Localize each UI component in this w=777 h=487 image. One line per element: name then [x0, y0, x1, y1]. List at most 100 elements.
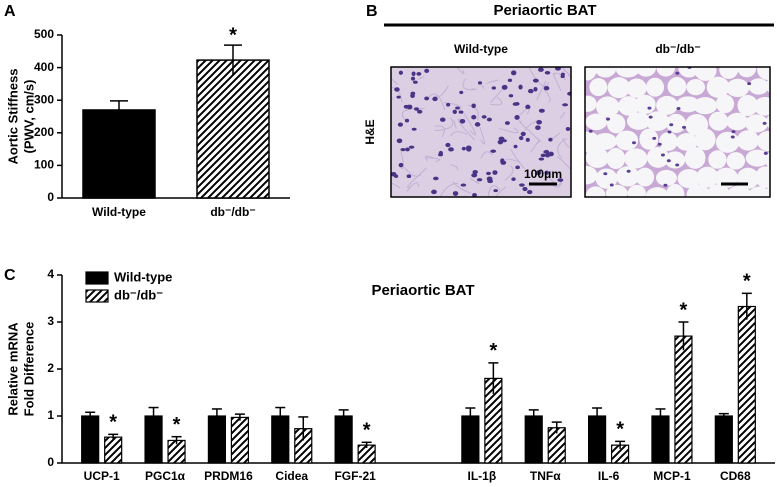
nucleus: [538, 108, 545, 113]
y-tick-label: 500: [34, 27, 54, 41]
x-tick-label: db⁻/db⁻: [210, 205, 255, 219]
nucleus: [439, 117, 446, 122]
y-tick-label: 200: [34, 125, 54, 139]
texture: [543, 89, 551, 103]
x-tick-label: IL-1β: [468, 469, 497, 483]
texture: [557, 138, 567, 159]
adipocyte: [589, 78, 608, 97]
adipocyte: [706, 76, 730, 98]
texture: [452, 181, 472, 194]
adipocyte: [635, 67, 657, 77]
nucleus: [731, 130, 736, 134]
adipocyte: [727, 185, 751, 197]
legend-label: db⁻/db⁻: [114, 287, 163, 302]
adipocyte: [616, 166, 640, 187]
nucleus: [537, 67, 544, 72]
nucleus: [507, 78, 513, 82]
nucleus: [474, 122, 481, 127]
bar: [737, 305, 756, 464]
texture: [490, 96, 503, 106]
y-axis-label: Fold Difference: [21, 322, 36, 417]
nucleus: [411, 127, 417, 131]
bar: [196, 59, 270, 199]
nucleus: [535, 125, 541, 131]
texture: [397, 90, 403, 104]
error-bar: [275, 406, 286, 425]
adipocyte: [696, 166, 719, 188]
nucleus: [675, 71, 680, 75]
nucleus: [540, 153, 546, 158]
error-bar: [224, 44, 242, 76]
error-bar: [592, 407, 603, 424]
image-frame: [390, 66, 572, 198]
panel-label: C: [4, 267, 16, 284]
bar: [81, 415, 100, 464]
nucleus: [543, 150, 550, 154]
nucleus: [410, 76, 416, 81]
error-bar: [108, 433, 119, 440]
texture: [480, 151, 494, 159]
significance-mark: *: [616, 419, 624, 441]
adipocyte: [684, 146, 706, 169]
texture: [455, 67, 465, 75]
adipocyte: [646, 146, 669, 168]
adipocyte: [596, 96, 620, 118]
error-bar: [718, 412, 729, 419]
significance-mark: *: [229, 24, 237, 46]
adipocyte: [753, 97, 770, 116]
nucleus: [500, 158, 505, 164]
nucleus: [527, 189, 533, 195]
nucleus: [560, 74, 565, 78]
nucleus: [431, 189, 437, 195]
nucleus: [459, 118, 466, 124]
x-tick-label: IL-6: [598, 469, 620, 483]
texture: [562, 138, 571, 149]
adipocyte: [693, 97, 718, 115]
adipocyte: [756, 130, 770, 152]
nucleus: [514, 114, 520, 120]
nucleus: [501, 139, 507, 143]
adipocyte: [585, 67, 597, 81]
nucleus: [588, 129, 593, 133]
adipocyte: [593, 133, 617, 150]
texture: [510, 149, 525, 170]
adipocyte: [748, 78, 769, 95]
nucleus: [414, 107, 419, 111]
nucleus: [411, 71, 416, 77]
texture: [560, 67, 571, 78]
nucleus: [647, 106, 652, 110]
error-bar: [465, 407, 476, 424]
nucleus: [648, 115, 653, 119]
nucleus: [448, 147, 454, 152]
adipocyte: [666, 183, 685, 197]
nucleus: [465, 145, 472, 151]
legend-swatch: [85, 271, 109, 285]
y-axis-label: Relative mRNA: [5, 322, 20, 416]
texture: [399, 148, 404, 169]
texture: [418, 75, 425, 80]
nucleus: [533, 87, 538, 92]
nucleus: [410, 93, 415, 98]
adipocyte: [726, 78, 750, 98]
significance-mark: *: [109, 412, 117, 434]
adipocyte: [627, 184, 646, 197]
nucleus: [396, 95, 401, 99]
adipocyte: [686, 184, 711, 197]
adipocyte: [737, 94, 758, 117]
nucleus: [432, 96, 438, 102]
nucleus: [391, 171, 397, 177]
nucleus: [471, 103, 476, 109]
nucleus: [404, 118, 410, 123]
significance-mark: *: [680, 299, 688, 321]
bar: [714, 415, 733, 464]
error-bar: [488, 362, 499, 394]
texture: [450, 131, 468, 137]
adipocyte: [594, 67, 617, 78]
nucleus: [730, 135, 735, 139]
y-axis-label: (PWV, cm/s): [21, 80, 36, 154]
texture: [425, 157, 441, 163]
texture: [504, 165, 514, 181]
y-tick-label: 0: [47, 190, 54, 204]
